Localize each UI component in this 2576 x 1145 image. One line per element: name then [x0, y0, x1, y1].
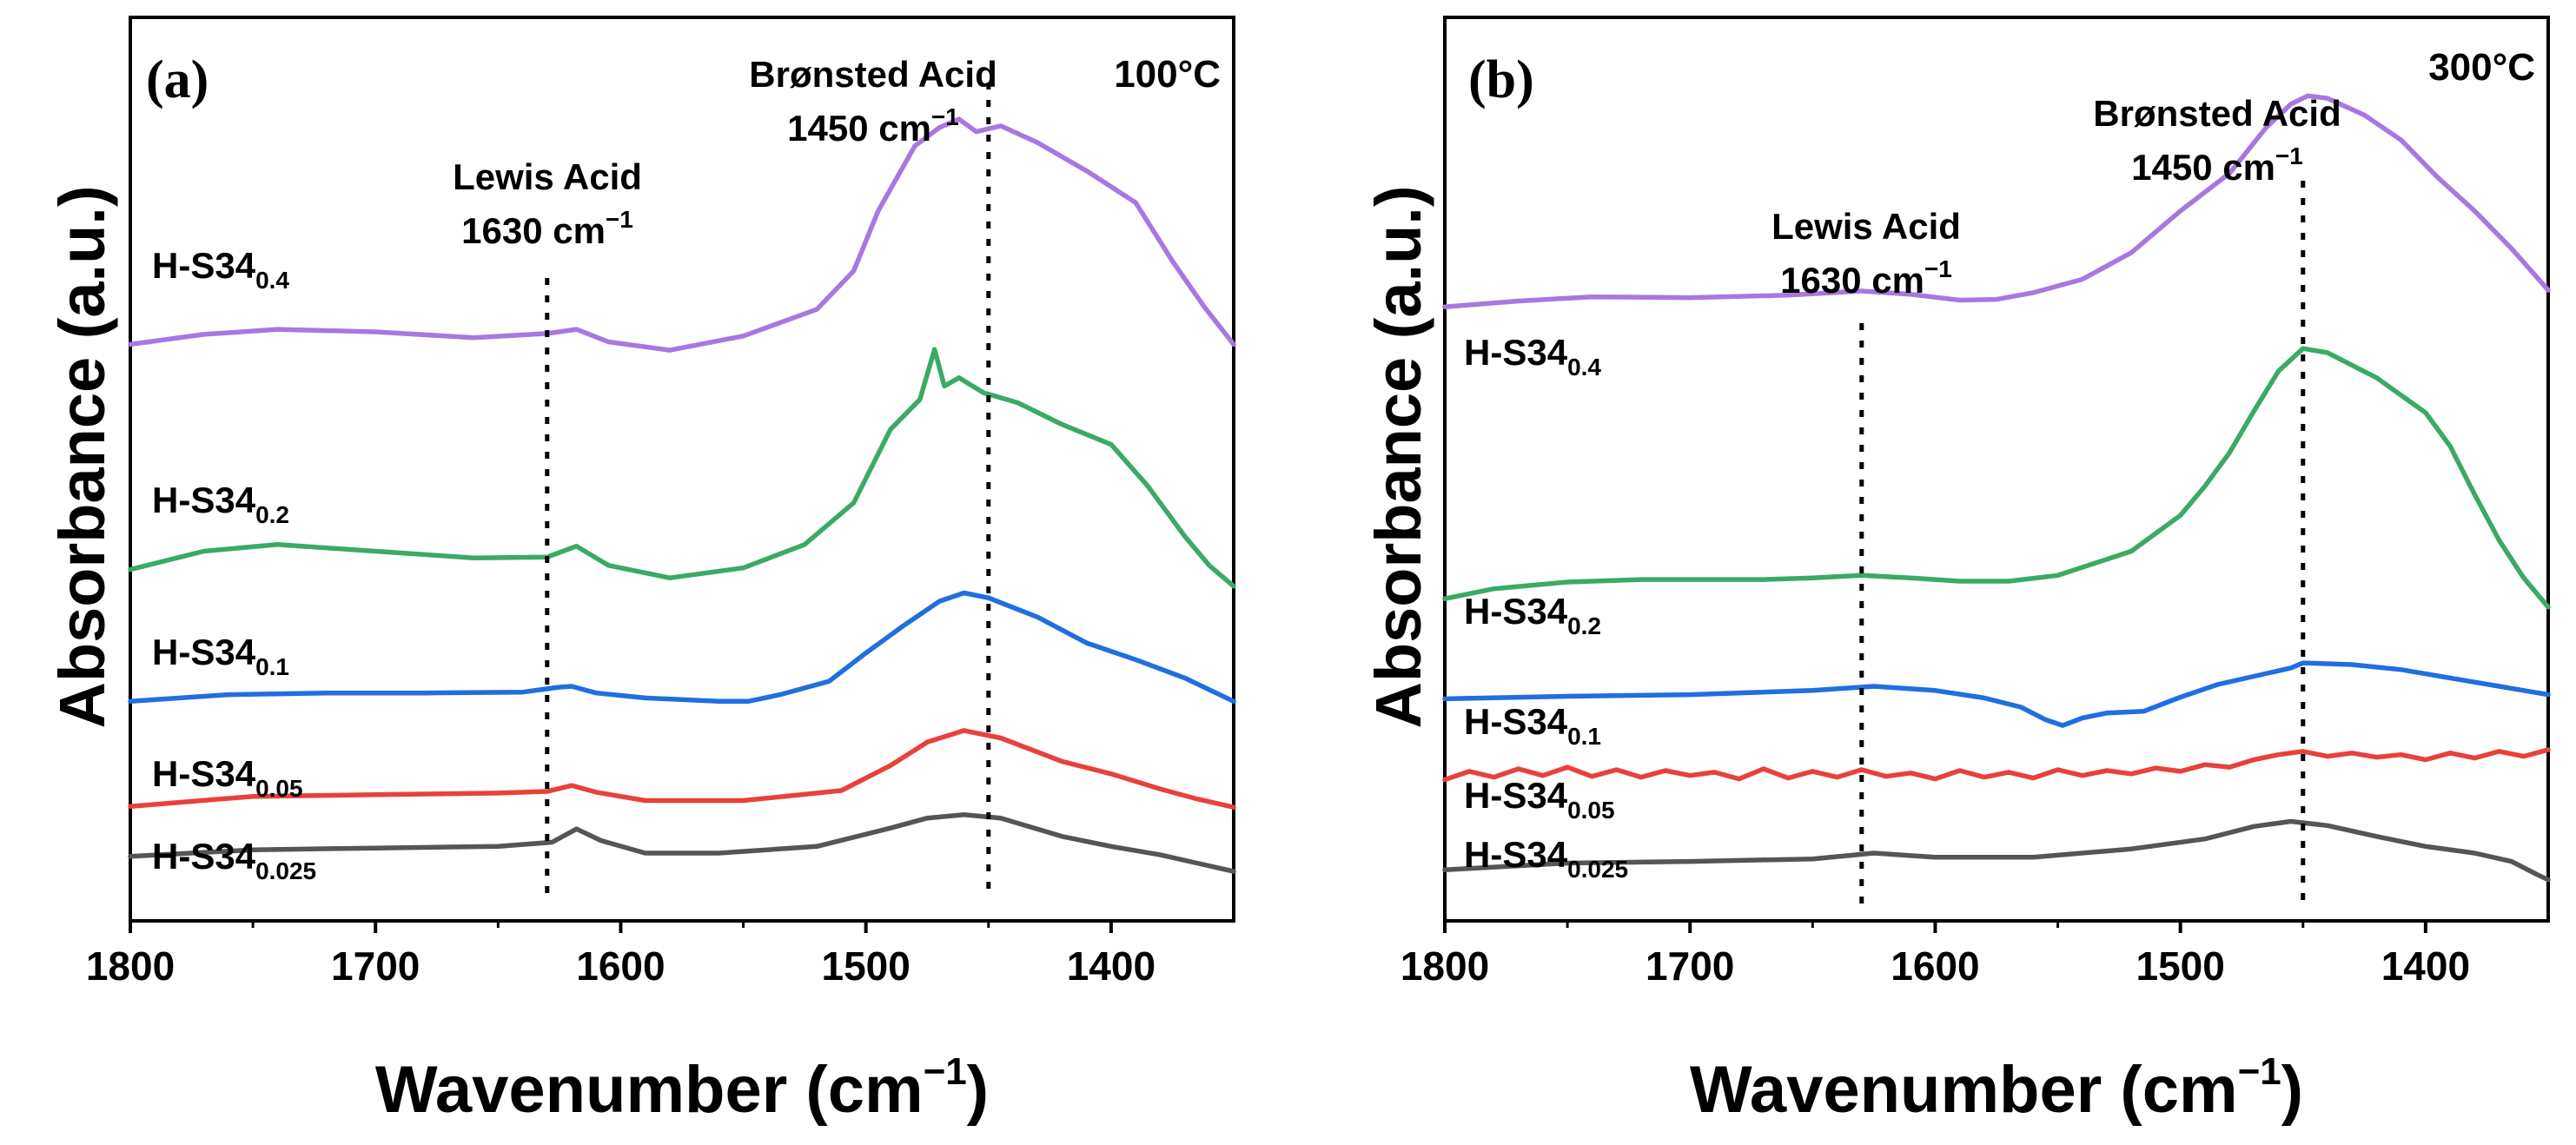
series-label-0-1: H-S340.1 — [1464, 701, 1601, 750]
series-label-0-1: H-S340.1 — [152, 632, 289, 680]
x-axis-title: Wavenumber (cm−1) — [1690, 1050, 2303, 1127]
series-label-0-025: H-S340.025 — [1464, 834, 1628, 883]
series-label-0-025: H-S340.025 — [152, 836, 316, 884]
series-label-0-05: H-S340.05 — [1464, 775, 1615, 824]
bronsted-acid-wavenumber: 1450 cm−1 — [787, 103, 959, 149]
series-line-0-05 — [128, 728, 1236, 810]
y-axis-title: Absorbance (a.u.) — [46, 186, 118, 729]
series-line-0-4 — [1442, 93, 2551, 309]
annotation-lines — [1859, 181, 2306, 903]
series-line-0-1 — [1442, 660, 2551, 728]
series-line-0-2 — [128, 347, 1236, 589]
series-layer — [128, 116, 1236, 874]
series-line-0-2 — [1442, 346, 2551, 610]
lewis-acid-wavenumber: 1630 cm−1 — [1780, 255, 1952, 301]
series-labels: H-S340.025 H-S340.05 H-S340.1 H-S340.2 H-S34… — [152, 245, 316, 884]
series-line-0-1 — [128, 590, 1236, 705]
bronsted-acid-wavenumber: 1450 cm−1 — [2131, 142, 2303, 188]
series-layer — [1442, 93, 2551, 883]
annotation-lines — [545, 83, 991, 897]
x-axis-ticks: 1800 1700 1600 1500 1400 — [1401, 921, 2470, 989]
panel-b: Absorbance (a.u.) 1800 1700 1600 1500 1400 (… — [1362, 16, 2551, 1127]
series-line-0-025 — [128, 812, 1236, 874]
temperature-label: 300°C — [2428, 46, 2535, 89]
lewis-acid-title: Lewis Acid — [1771, 206, 1961, 247]
lewis-acid-wavenumber: 1630 cm−1 — [461, 206, 633, 251]
panel-a: Absorbance (a.u.) 1800 1700 1600 1500 1400 (… — [46, 16, 1236, 1127]
series-line-0-05 — [1442, 747, 2551, 783]
bronsted-acid-title: Brønsted Acid — [749, 54, 997, 95]
x-tick-label: 1500 — [821, 943, 910, 989]
series-line-0-4 — [128, 116, 1236, 353]
x-tick-label: 1500 — [2136, 943, 2224, 989]
panel-label: (a) — [146, 50, 209, 109]
series-label-0-2: H-S340.2 — [1464, 591, 1601, 639]
plot-frame — [129, 16, 1235, 923]
y-axis-title: Absorbance (a.u.) — [1362, 186, 1434, 729]
x-tick-label: 1400 — [1067, 943, 1156, 989]
plot-frame — [1443, 16, 2550, 923]
temperature-label: 100°C — [1114, 53, 1221, 96]
x-axis-title: Wavenumber (cm−1) — [375, 1050, 989, 1127]
annotations: Lewis Acid 1630 cm−1 Brønsted Acid 1450 cm−… — [1771, 93, 2341, 301]
x-tick-label: 1600 — [1891, 943, 1979, 989]
annotations: Lewis Acid 1630 cm−1 Brønsted Acid 1450 cm−… — [453, 54, 997, 251]
series-label-0-2: H-S340.2 — [152, 480, 289, 528]
series-label-0-4: H-S340.4 — [152, 245, 289, 294]
panel-label: (b) — [1468, 50, 1534, 109]
series-line-0-025 — [1442, 818, 2551, 883]
x-tick-label: 1700 — [1646, 943, 1734, 989]
bronsted-acid-title: Brønsted Acid — [2093, 93, 2341, 134]
series-labels: H-S340.025 H-S340.05 H-S340.1 H-S340.2 H-S34… — [1464, 332, 1628, 883]
series-label-0-4: H-S340.4 — [1464, 332, 1601, 381]
x-tick-label: 1700 — [331, 943, 420, 989]
x-axis-ticks: 1800 1700 1600 1500 1400 — [86, 921, 1156, 989]
x-tick-label: 1800 — [1401, 943, 1489, 989]
x-tick-label: 1800 — [86, 943, 175, 989]
x-tick-label: 1400 — [2381, 943, 2470, 989]
lewis-acid-title: Lewis Acid — [453, 156, 642, 197]
x-tick-label: 1600 — [576, 943, 665, 989]
series-label-0-05: H-S340.05 — [152, 753, 303, 802]
